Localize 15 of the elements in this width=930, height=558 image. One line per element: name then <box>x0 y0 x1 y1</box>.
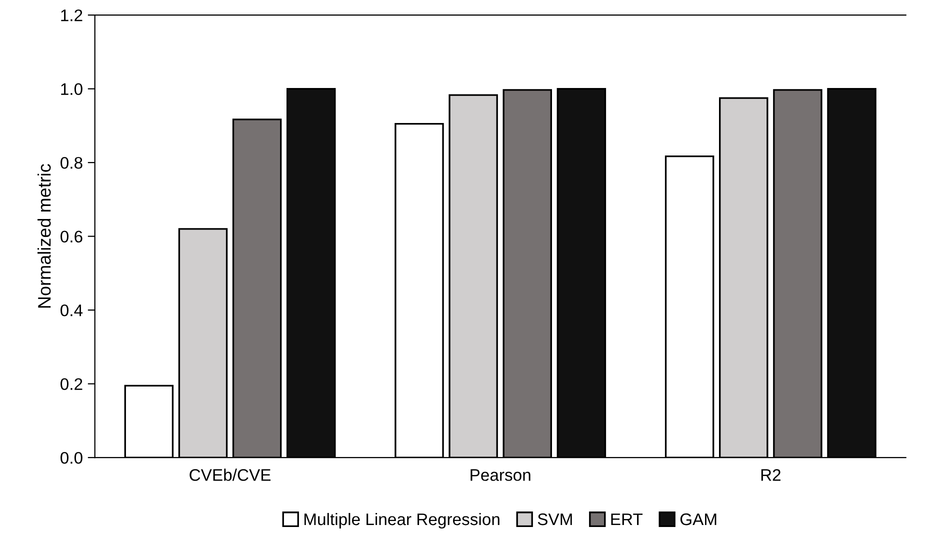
x-tick-label: CVEb/CVE <box>190 468 271 481</box>
y-tick-label: 0.4 <box>60 304 83 316</box>
legend-label: GAM <box>680 513 716 526</box>
legend-label: ERT <box>611 514 643 526</box>
legend-label: SVM <box>538 513 572 526</box>
y-tick-label: 1.0 <box>61 83 82 96</box>
y-tick-label: 0.2 <box>60 378 82 390</box>
legend-label: Multiple Linear Regression <box>304 512 500 529</box>
x-tick-label: R2 <box>761 469 780 481</box>
y-tick-label: 0.8 <box>60 156 82 169</box>
y-tick-label: 1.2 <box>61 9 82 22</box>
x-tick-label: Pearson <box>470 469 530 481</box>
y-tick-label: 0.6 <box>60 230 82 243</box>
y-axis-title: Normalized metric <box>38 164 51 308</box>
y-tick-label: 0.0 <box>60 452 82 464</box>
